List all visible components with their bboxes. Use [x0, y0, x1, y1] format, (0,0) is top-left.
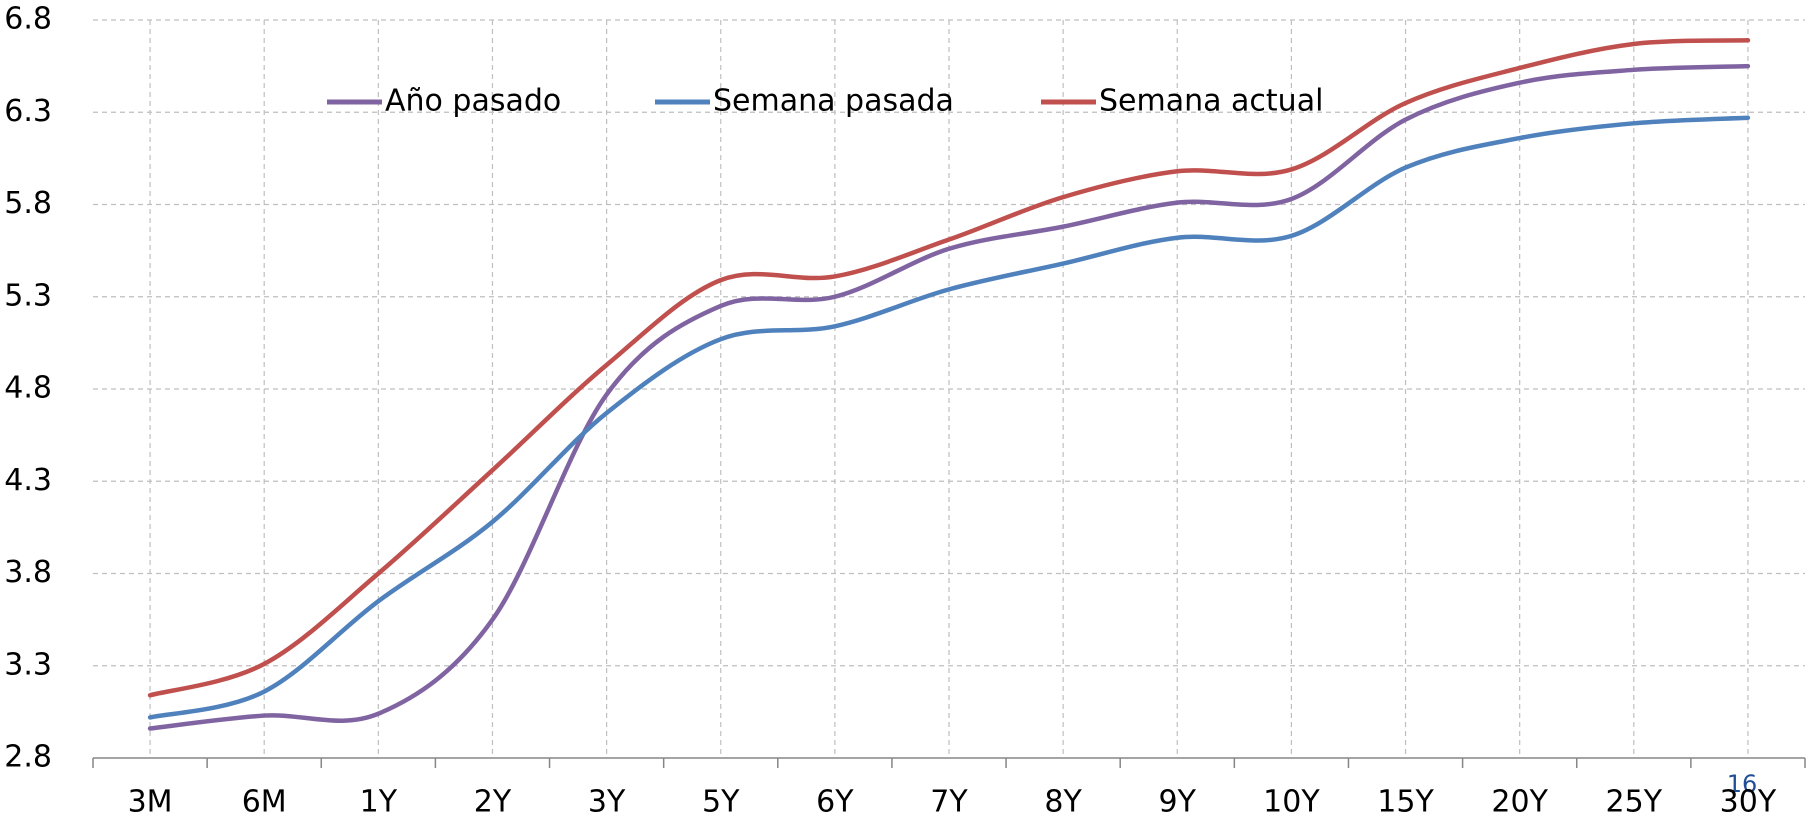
- y-tick-label: 5.8: [4, 186, 52, 221]
- x-tick-label: 2Y: [474, 785, 512, 820]
- x-tick-label: 6M: [242, 785, 287, 820]
- legend-label: Año pasado: [385, 84, 561, 119]
- x-tick-label: 3M: [128, 785, 173, 820]
- x-tick-label: 9Y: [1159, 785, 1197, 820]
- y-tick-label: 5.3: [4, 278, 52, 313]
- x-tick-label: 15Y: [1377, 785, 1434, 820]
- page-number: 16: [1727, 770, 1758, 798]
- legend-label: Semana pasada: [713, 84, 954, 119]
- y-tick-label: 4.3: [4, 463, 52, 498]
- y-tick-label: 6.8: [4, 2, 52, 37]
- x-tick-label: 10Y: [1263, 785, 1320, 820]
- x-tick-label: 25Y: [1606, 785, 1663, 820]
- x-tick-label: 1Y: [360, 785, 398, 820]
- y-tick-label: 2.8: [4, 740, 52, 775]
- x-tick-label: 20Y: [1491, 785, 1548, 820]
- line-series: [147, 63, 1751, 731]
- y-tick-label: 3.8: [4, 555, 52, 590]
- y-tick-label: 4.8: [4, 371, 52, 406]
- x-tick-label: 3Y: [588, 785, 626, 820]
- line-series: [147, 38, 1751, 698]
- line-series: [147, 115, 1751, 720]
- y-tick-label: 3.3: [4, 647, 52, 682]
- x-tick-label: 30Y: [1720, 785, 1777, 820]
- legend-label: Semana actual: [1099, 84, 1323, 119]
- x-tick-label: 7Y: [930, 785, 968, 820]
- x-tick-label: 5Y: [702, 785, 740, 820]
- x-tick-label: 8Y: [1044, 785, 1082, 820]
- x-tick-label: 6Y: [816, 785, 854, 820]
- y-tick-label: 6.3: [4, 94, 52, 129]
